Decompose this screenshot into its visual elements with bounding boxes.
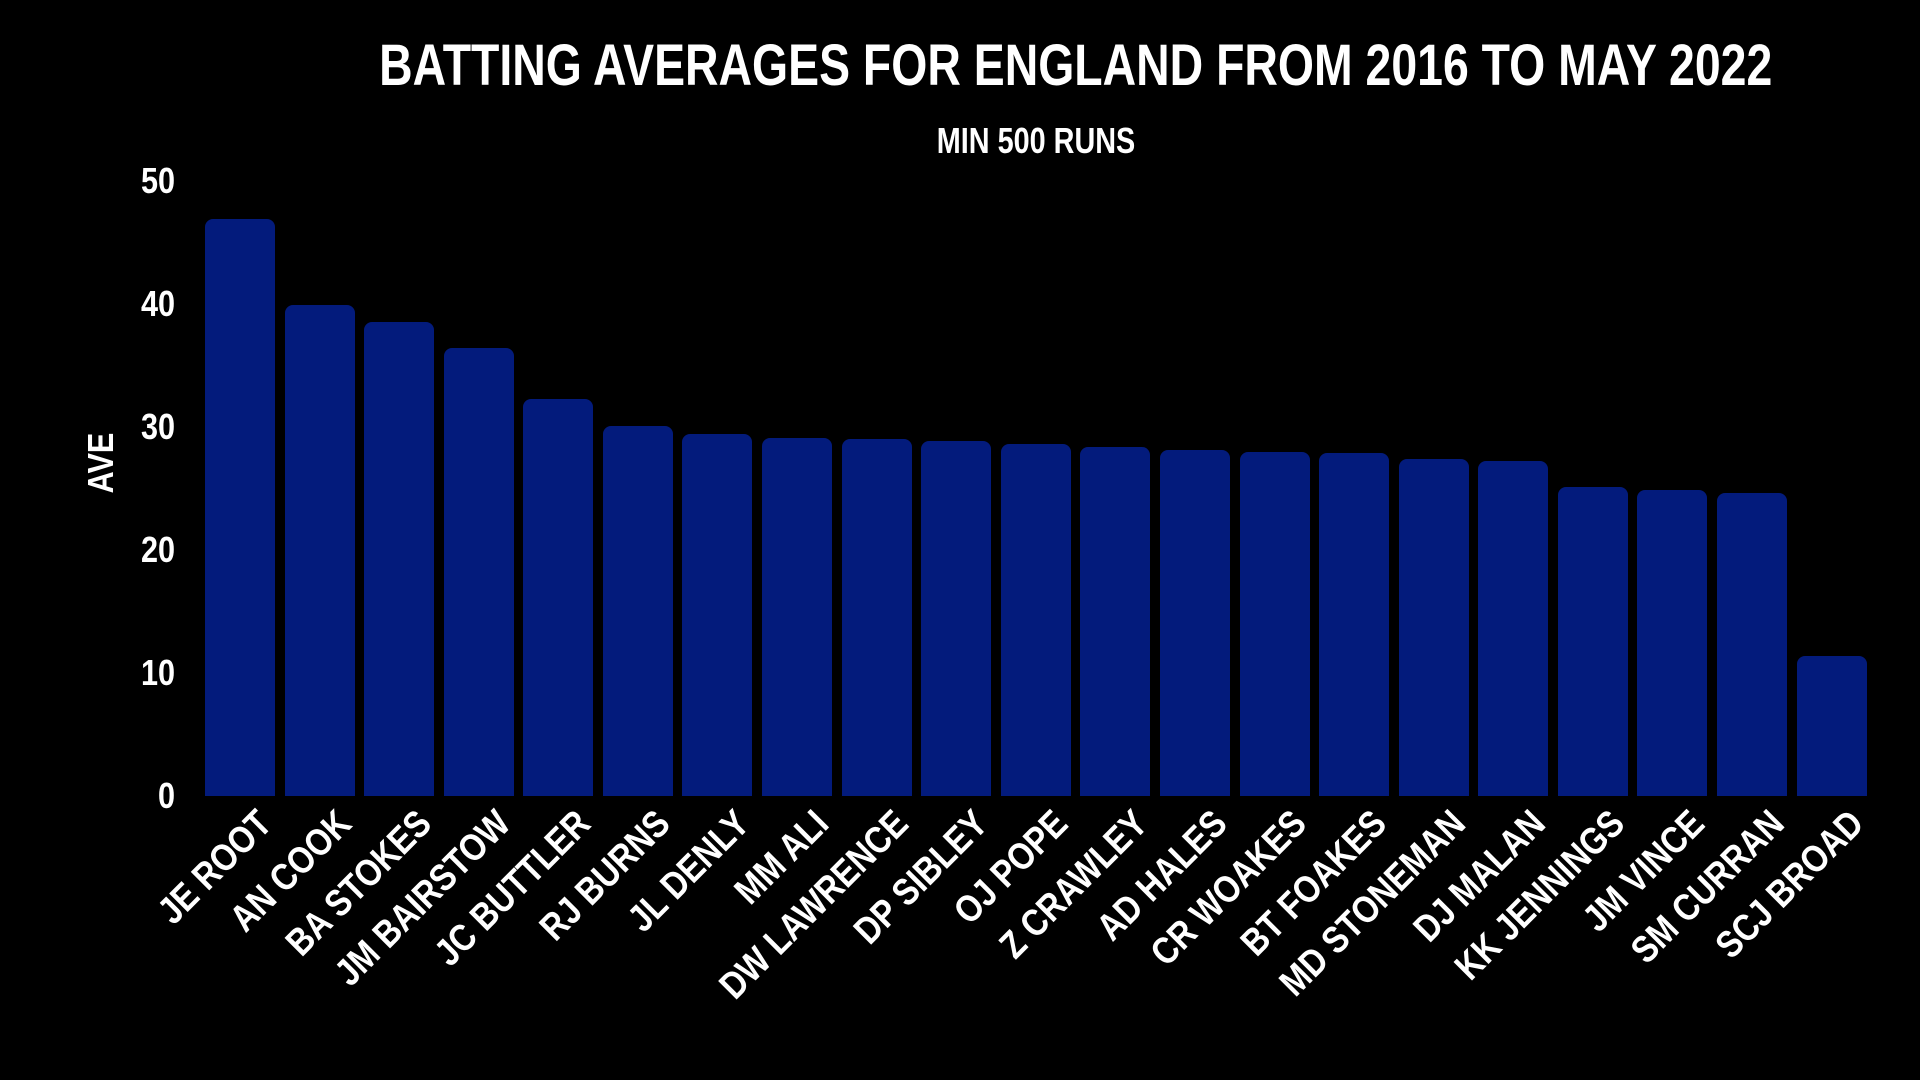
y-tick-20: 20 — [140, 529, 175, 570]
bar-rj-burns — [602, 425, 673, 796]
chart-title: BATTING AVERAGES FOR ENGLAND FROM 2016 T… — [379, 33, 1773, 98]
bar-dp-sibley — [921, 440, 992, 796]
bar-z-crawley — [1080, 446, 1151, 796]
bar-jm-vince — [1637, 489, 1708, 796]
bar-oj-pope — [1000, 444, 1071, 796]
y-tick-10: 10 — [140, 652, 175, 693]
chart-subtitle: MIN 500 RUNS — [936, 120, 1136, 161]
bar-md-stoneman — [1398, 458, 1469, 796]
bar-ad-hales — [1159, 450, 1230, 796]
bar-ba-stokes — [364, 322, 435, 796]
bar-jc-buttler — [523, 398, 594, 796]
bar-mm-ali — [762, 438, 833, 796]
y-tick-30: 30 — [140, 406, 175, 447]
bar-sm-curran — [1717, 493, 1788, 796]
chart-subtitle-row: MIN 500 RUNS — [205, 122, 1867, 160]
bar-dj-malan — [1478, 461, 1549, 796]
y-tick-0: 0 — [157, 775, 175, 816]
y-tick-40: 40 — [140, 283, 175, 324]
bar-dw-lawrence — [841, 439, 912, 796]
bar-jl-denly — [682, 434, 753, 796]
bar-an-cook — [284, 305, 355, 796]
bar-scj-broad — [1796, 655, 1867, 796]
y-tick-50: 50 — [140, 160, 175, 201]
bar-je-root — [205, 219, 275, 796]
bar-bt-foakes — [1319, 452, 1390, 796]
bar-jm-bairstow — [443, 348, 514, 796]
bar-cr-woakes — [1239, 451, 1310, 796]
bar-kk-jennings — [1557, 487, 1628, 796]
chart-title-row: BATTING AVERAGES FOR ENGLAND FROM 2016 T… — [205, 33, 1867, 98]
